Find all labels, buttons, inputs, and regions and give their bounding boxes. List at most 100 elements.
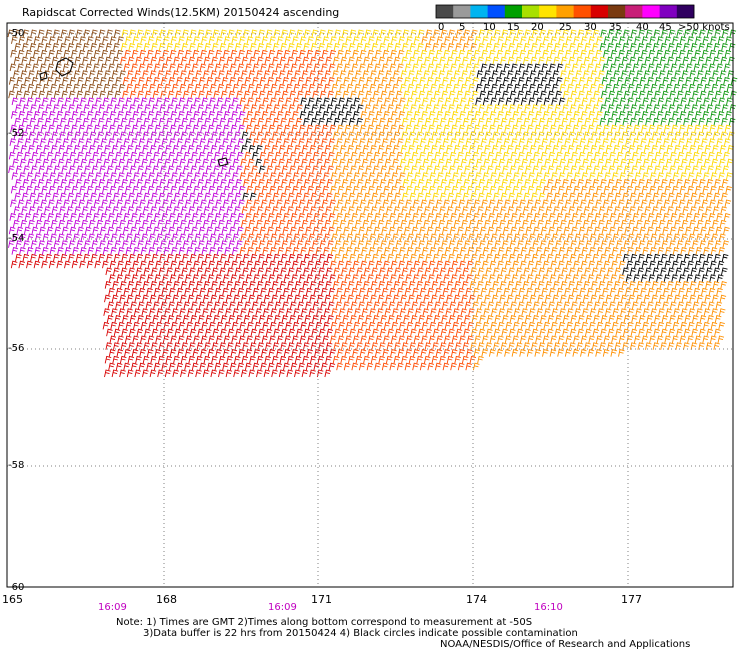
wind-barb: [660, 192, 667, 201]
wind-barb: [393, 131, 401, 140]
wind-barb: [182, 90, 190, 99]
wind-barb: [522, 219, 529, 228]
wind-barb: [24, 138, 32, 146]
wind-barb: [714, 90, 722, 99]
wind-barb: [567, 219, 575, 228]
wind-barb: [205, 315, 213, 323]
wind-barb: [676, 90, 684, 99]
wind-barb: [619, 321, 627, 330]
wind-barb: [642, 97, 650, 106]
wind-barb: [79, 36, 86, 44]
wind-barb: [140, 321, 148, 330]
wind-barb: [106, 104, 113, 112]
wind-barb: [438, 294, 446, 303]
wind-barb: [623, 165, 631, 174]
wind-barb: [205, 104, 212, 112]
wind-barb: [455, 253, 463, 262]
wind-barb: [662, 301, 669, 310]
wind-barb: [169, 49, 177, 58]
wind-barb: [440, 29, 448, 38]
wind-barb: [663, 199, 671, 208]
wind-barb: [146, 138, 153, 146]
wind-barb: [632, 77, 639, 85]
wind-barb: [276, 199, 283, 208]
wind-barb: [227, 104, 235, 112]
wind-barb: [228, 90, 236, 99]
wind-barb: [669, 315, 676, 323]
wind-barb: [115, 77, 122, 85]
wind-barb: [613, 294, 620, 303]
wind-barb: [216, 172, 224, 180]
wind-barb: [89, 56, 97, 65]
wind-barb: [240, 294, 248, 303]
wind-barb: [133, 172, 140, 180]
wind-barb: [370, 355, 378, 364]
wind-barb: [540, 226, 548, 235]
wind-barb: [313, 138, 321, 146]
wind-barb: [312, 315, 319, 323]
wind-barb: [72, 247, 79, 255]
wind-barb: [350, 315, 357, 323]
wind-barb: [441, 90, 449, 99]
wind-barb: [32, 199, 40, 208]
wind-barb: [195, 355, 203, 364]
wind-barb: [605, 233, 612, 242]
wind-barb: [130, 226, 137, 235]
wind-barb: [401, 355, 408, 364]
wind-barb: [527, 185, 535, 194]
wind-barb: [120, 131, 127, 140]
wind-barb: [461, 70, 469, 78]
wind-barb: [696, 219, 704, 228]
wind-barb: [323, 172, 330, 180]
wind-barb: [596, 97, 604, 106]
wind-barb: [243, 165, 251, 174]
wind-barb: [164, 308, 171, 316]
wind-barb: [178, 172, 186, 180]
wind-barb: [283, 124, 291, 133]
wind-barb: [18, 36, 26, 44]
wind-barb: [47, 213, 55, 221]
wind-barb: [481, 274, 488, 282]
wind-barb: [607, 29, 615, 38]
wind-barb: [316, 158, 323, 167]
wind-barb: [341, 117, 348, 126]
wind-barb: [625, 49, 633, 58]
wind-barb: [222, 287, 229, 296]
wind-barb: [695, 172, 703, 180]
wind-barb: [639, 151, 647, 160]
wind-barb: [241, 355, 249, 364]
wind-barb: [607, 43, 614, 51]
wind-barb: [337, 49, 344, 58]
wind-barb: [159, 328, 166, 337]
wind-barb: [644, 56, 652, 65]
wind-barb: [345, 185, 352, 194]
wind-barb: [509, 90, 517, 99]
wind-barb: [669, 90, 676, 99]
wind-barb: [401, 192, 409, 201]
wind-barb: [123, 138, 131, 146]
wind-barb: [42, 233, 50, 242]
wind-barb: [485, 267, 493, 276]
wind-barb: [361, 172, 368, 180]
wind-barb: [91, 240, 99, 248]
wind-barb: [218, 355, 226, 364]
wind-barb: [716, 138, 723, 146]
wind-barb: [187, 308, 194, 316]
wind-barb: [45, 104, 53, 112]
wind-barb: [279, 131, 287, 140]
wind-barb: [20, 145, 28, 153]
wind-barb: [203, 355, 211, 364]
wind-barb: [544, 308, 551, 316]
wind-barb: [533, 151, 540, 160]
wind-barb: [496, 349, 504, 357]
wind-barb: [626, 36, 634, 44]
wind-barb: [146, 213, 153, 221]
wind-barb: [527, 260, 535, 269]
wind-barb: [441, 301, 449, 310]
wind-barb: [285, 158, 293, 167]
wind-barb: [692, 315, 699, 323]
wind-barb: [390, 199, 397, 208]
wind-barb: [473, 138, 480, 146]
wind-barb: [35, 233, 42, 242]
wind-barb: [285, 172, 292, 180]
